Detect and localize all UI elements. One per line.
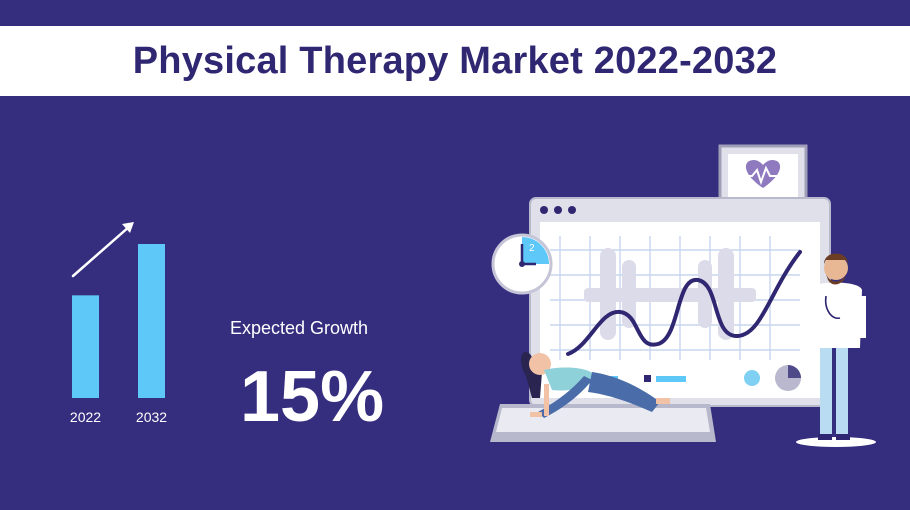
analytics-screen bbox=[529, 197, 831, 407]
patient-figure bbox=[521, 352, 670, 418]
trend-arrow-icon bbox=[71, 222, 134, 278]
growth-bar-chart: 2022 2032 bbox=[70, 222, 167, 425]
dumbbell-shape bbox=[584, 248, 756, 340]
growth-value: 15% bbox=[240, 357, 385, 437]
timer-label: 2 bbox=[529, 243, 535, 254]
pie-chart-icon bbox=[775, 365, 801, 391]
bar-2022 bbox=[72, 295, 99, 398]
tick-label-2022: 2022 bbox=[70, 409, 101, 425]
clock-icon: 2 bbox=[491, 233, 553, 295]
growth-label: Expected Growth bbox=[230, 318, 369, 338]
tick-label-2032: 2032 bbox=[136, 409, 167, 425]
bars-group: 2022 2032 bbox=[70, 244, 167, 425]
bar-2032 bbox=[138, 244, 165, 398]
doctor-figure bbox=[796, 253, 876, 447]
page-title: Physical Therapy Market 2022-2032 bbox=[132, 39, 778, 82]
therapy-illustration: 2 bbox=[490, 144, 876, 447]
title-band: Physical Therapy Market 2022-2032 bbox=[0, 26, 910, 96]
exercise-mat bbox=[490, 404, 716, 442]
